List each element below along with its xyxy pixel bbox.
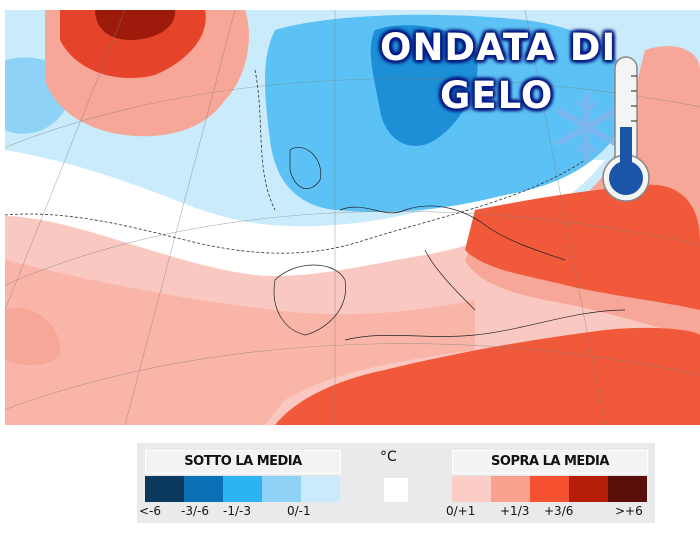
legend-label: -1/-3 [223, 504, 251, 518]
temperature-anomaly-map [5, 10, 700, 425]
thermometer-icon [602, 56, 650, 202]
legend-label: 0/+1 [446, 504, 476, 518]
below-average-heading: SOTTO LA MEDIA [145, 450, 341, 474]
legend-swatch [184, 476, 223, 502]
snowflake-icon [556, 92, 618, 162]
above-average-heading: SOPRA LA MEDIA [452, 450, 648, 474]
legend-label: +3/6 [544, 504, 574, 518]
legend-swatch [223, 476, 262, 502]
legend-label: +1/3 [500, 504, 530, 518]
legend-label: >+6 [615, 504, 643, 518]
headline-line-1: ONDATA DI [380, 26, 617, 69]
zero-swatch [384, 478, 408, 502]
warm-area-south [275, 327, 700, 425]
legend-swatch [569, 476, 608, 502]
legend-label: 0/-1 [287, 504, 311, 518]
neutral-band [5, 150, 605, 276]
legend-swatch [530, 476, 569, 502]
legend-swatch [491, 476, 530, 502]
legend-swatch [301, 476, 340, 502]
legend-swatch [145, 476, 184, 502]
headline-line-2: GELO [440, 74, 554, 117]
legend-swatch [608, 476, 647, 502]
cold-area-scandinavia [370, 25, 478, 146]
unit-label: °C [380, 449, 397, 465]
legend-label: -3/-6 [181, 504, 209, 518]
legend-swatch [262, 476, 301, 502]
legend-label: <-6 [139, 504, 162, 518]
color-legend: SOTTO LA MEDIA °C SOPRA LA MEDIA <-6 -3/-… [137, 443, 655, 523]
legend-swatch [452, 476, 491, 502]
